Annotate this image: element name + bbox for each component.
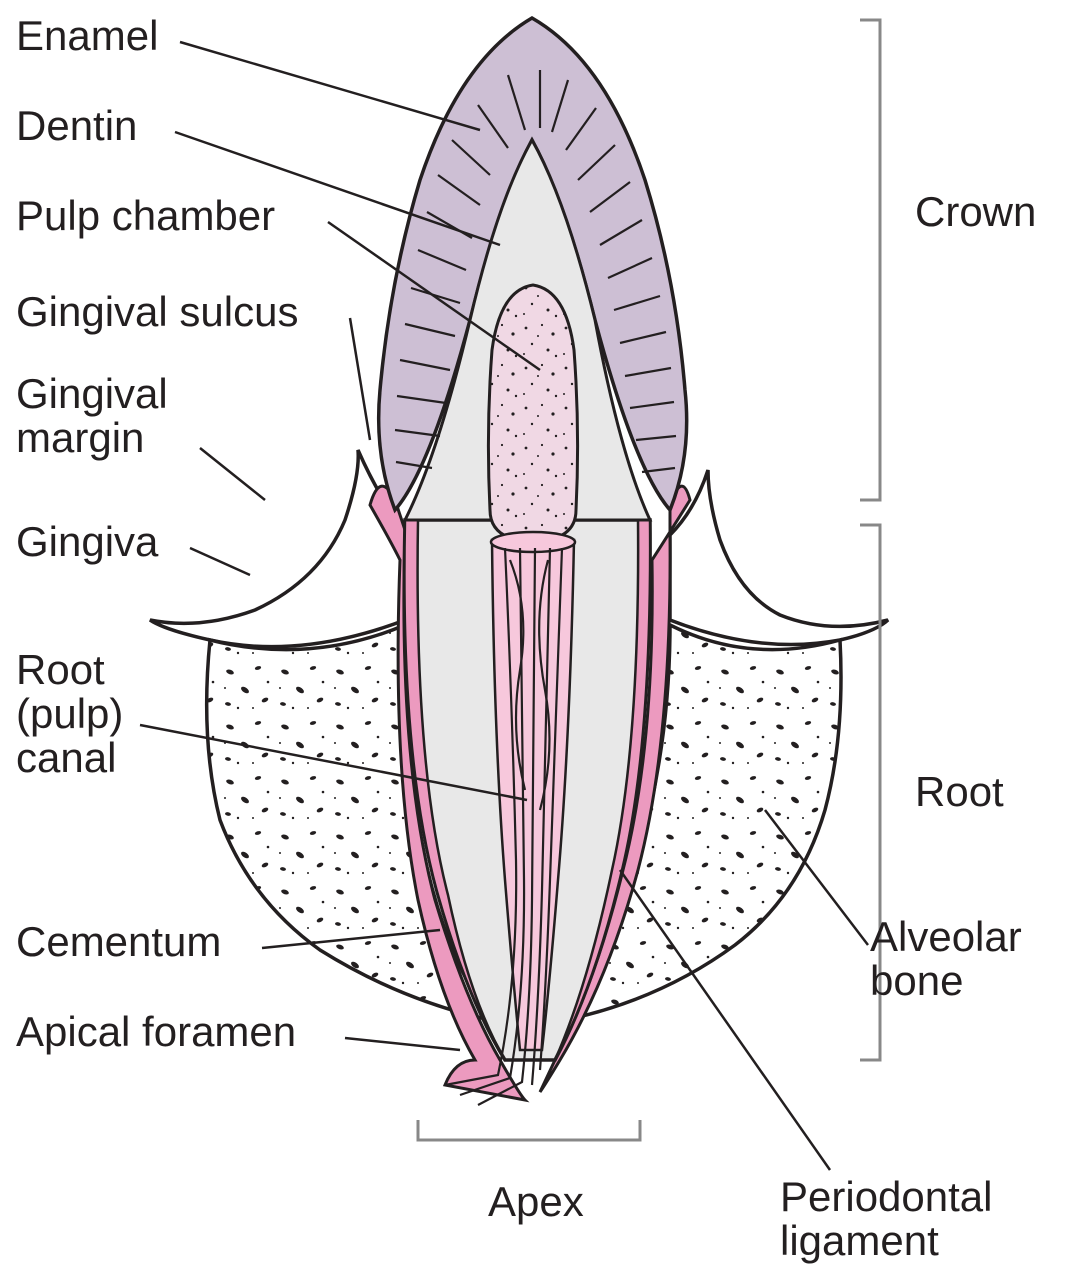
label-dentin: Dentin	[16, 104, 137, 148]
pulp-chamber	[488, 285, 577, 542]
label-root: Root	[915, 770, 1004, 814]
label-periodontal-ligament: Periodontal ligament	[780, 1175, 992, 1263]
label-crown: Crown	[915, 190, 1036, 234]
label-cementum: Cementum	[16, 920, 221, 964]
bracket-crown	[860, 20, 880, 500]
label-apical-foramen: Apical foramen	[16, 1010, 296, 1054]
gingiva-left	[150, 450, 405, 647]
label-gingival-sulcus: Gingival sulcus	[16, 290, 298, 334]
label-gingiva: Gingiva	[16, 520, 158, 564]
label-pulp-chamber: Pulp chamber	[16, 194, 275, 238]
label-alveolar-bone: Alveolar bone	[870, 915, 1022, 1003]
gingiva-right	[670, 470, 888, 645]
label-root-canal: Root (pulp) canal	[16, 648, 123, 780]
label-enamel: Enamel	[16, 14, 158, 58]
label-apex: Apex	[488, 1180, 584, 1224]
bracket-apex	[418, 1120, 640, 1140]
label-gingival-margin: Gingival margin	[16, 372, 168, 460]
tooth-anatomy-diagram: Enamel Dentin Pulp chamber Gingival sulc…	[0, 0, 1080, 1267]
